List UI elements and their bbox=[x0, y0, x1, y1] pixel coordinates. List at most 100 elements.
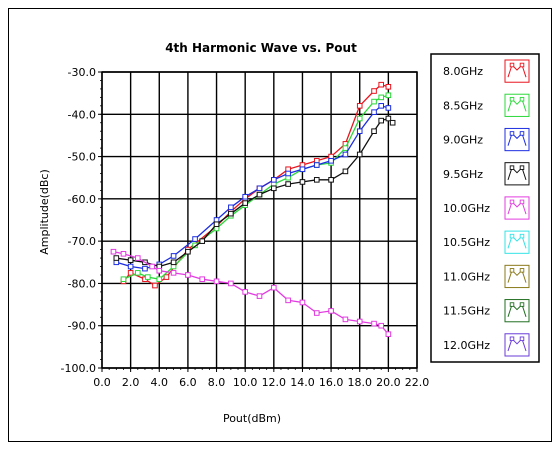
y-tick-label: -60.0 bbox=[68, 193, 96, 206]
data-point bbox=[299, 299, 306, 306]
data-point bbox=[228, 280, 234, 287]
data-point bbox=[199, 238, 206, 244]
legend-swatch bbox=[504, 333, 530, 357]
legend-marker bbox=[509, 233, 515, 239]
data-point bbox=[163, 274, 170, 280]
data-point bbox=[371, 109, 377, 115]
x-tick-label: 16.0 bbox=[319, 376, 344, 389]
x-tick-label: 18.0 bbox=[347, 376, 372, 389]
x-tick-label: 22.0 bbox=[405, 376, 430, 389]
data-point bbox=[110, 248, 117, 255]
data-point bbox=[242, 193, 248, 200]
legend-marker bbox=[509, 302, 515, 307]
data-point bbox=[185, 272, 191, 278]
data-point bbox=[285, 297, 291, 304]
legend-marker bbox=[519, 131, 525, 136]
legend-item-12.0GHz: 12.0GHz bbox=[443, 333, 530, 357]
y-tick-label: -100.0 bbox=[61, 362, 96, 375]
legend-marker bbox=[519, 62, 525, 68]
data-point bbox=[356, 151, 363, 158]
plot-area: -30.0 -40.0 -50.0 -60.0 -70.0 -80.0 -90.0 -100.… bbox=[61, 66, 430, 389]
data-point bbox=[256, 191, 263, 198]
y-tick-label: -30.0 bbox=[68, 66, 96, 79]
legend-marker bbox=[509, 268, 515, 273]
data-point bbox=[378, 103, 385, 109]
data-point bbox=[256, 185, 263, 192]
legend-marker bbox=[519, 268, 525, 273]
legend-item-8.0GHz: 8.0GHz bbox=[443, 59, 530, 83]
data-point bbox=[299, 179, 306, 185]
data-point bbox=[342, 151, 349, 158]
plot-background bbox=[102, 72, 417, 368]
data-point bbox=[328, 158, 334, 164]
x-tick-label: 0.0 bbox=[93, 376, 111, 389]
data-point bbox=[242, 289, 248, 295]
legend-glyph bbox=[507, 166, 527, 181]
data-point bbox=[356, 103, 363, 109]
data-point bbox=[385, 92, 392, 99]
data-point bbox=[356, 128, 363, 134]
x-tick-label: 4.0 bbox=[151, 376, 169, 389]
data-point bbox=[378, 322, 385, 329]
chart-title: 4th Harmonic Wave vs. Pout bbox=[165, 41, 357, 55]
legend-label: 10.0GHz bbox=[443, 202, 490, 215]
data-point bbox=[371, 320, 377, 327]
series-10.0GHz bbox=[110, 248, 392, 337]
legend-glyph bbox=[507, 337, 527, 352]
data-point bbox=[299, 166, 306, 173]
data-point bbox=[271, 177, 277, 183]
legend-label: 9.5GHz bbox=[443, 168, 483, 181]
data-point bbox=[342, 316, 349, 323]
data-point bbox=[228, 204, 234, 211]
data-point bbox=[256, 293, 263, 299]
legend-swatch bbox=[504, 196, 530, 220]
data-point bbox=[378, 94, 385, 101]
data-point bbox=[285, 170, 291, 177]
data-point bbox=[228, 210, 234, 217]
data-point bbox=[120, 276, 127, 282]
legend-swatch bbox=[504, 93, 530, 117]
legend-swatch bbox=[504, 230, 530, 254]
data-point bbox=[145, 274, 151, 280]
legend-item-9.5GHz: 9.5GHz bbox=[443, 162, 530, 186]
legend-glyph bbox=[507, 303, 527, 317]
legend-swatch bbox=[504, 162, 530, 186]
data-point bbox=[342, 168, 349, 175]
legend-label: 11.5GHz bbox=[443, 305, 490, 318]
legend-marker bbox=[519, 96, 525, 102]
legend-glyph bbox=[507, 98, 527, 112]
data-point bbox=[134, 270, 141, 276]
data-point bbox=[285, 181, 291, 187]
legend-item-11.0GHz: 11.0GHz bbox=[443, 264, 530, 289]
plot-frame bbox=[101, 71, 418, 369]
series-line bbox=[116, 117, 394, 268]
data-point bbox=[356, 318, 363, 325]
data-point bbox=[356, 115, 363, 122]
data-point bbox=[156, 267, 163, 274]
x-tick-label: 8.0 bbox=[208, 376, 226, 389]
legend-swatch bbox=[504, 127, 530, 152]
series-line bbox=[113, 251, 389, 335]
chart-border bbox=[8, 8, 552, 442]
legend-glyph bbox=[507, 64, 527, 78]
data-point bbox=[378, 117, 385, 124]
data-point bbox=[389, 119, 396, 126]
data-point bbox=[271, 185, 277, 192]
y-tick-label: -40.0 bbox=[68, 108, 96, 121]
legend-glyph bbox=[507, 269, 527, 283]
y-axis-label: Amplitude(dBc) bbox=[38, 169, 51, 255]
data-point bbox=[199, 276, 206, 282]
legend-label: 11.0GHz bbox=[443, 270, 490, 283]
data-point bbox=[342, 145, 349, 151]
data-point bbox=[127, 270, 134, 276]
x-tick-label: 12.0 bbox=[262, 376, 287, 389]
data-point bbox=[185, 248, 191, 255]
data-point bbox=[378, 81, 385, 88]
data-point bbox=[127, 263, 134, 270]
legend-marker bbox=[509, 96, 515, 102]
legend-label: 8.5GHz bbox=[443, 99, 483, 112]
x-tick-label: 20.0 bbox=[376, 376, 401, 389]
data-point bbox=[170, 253, 177, 259]
